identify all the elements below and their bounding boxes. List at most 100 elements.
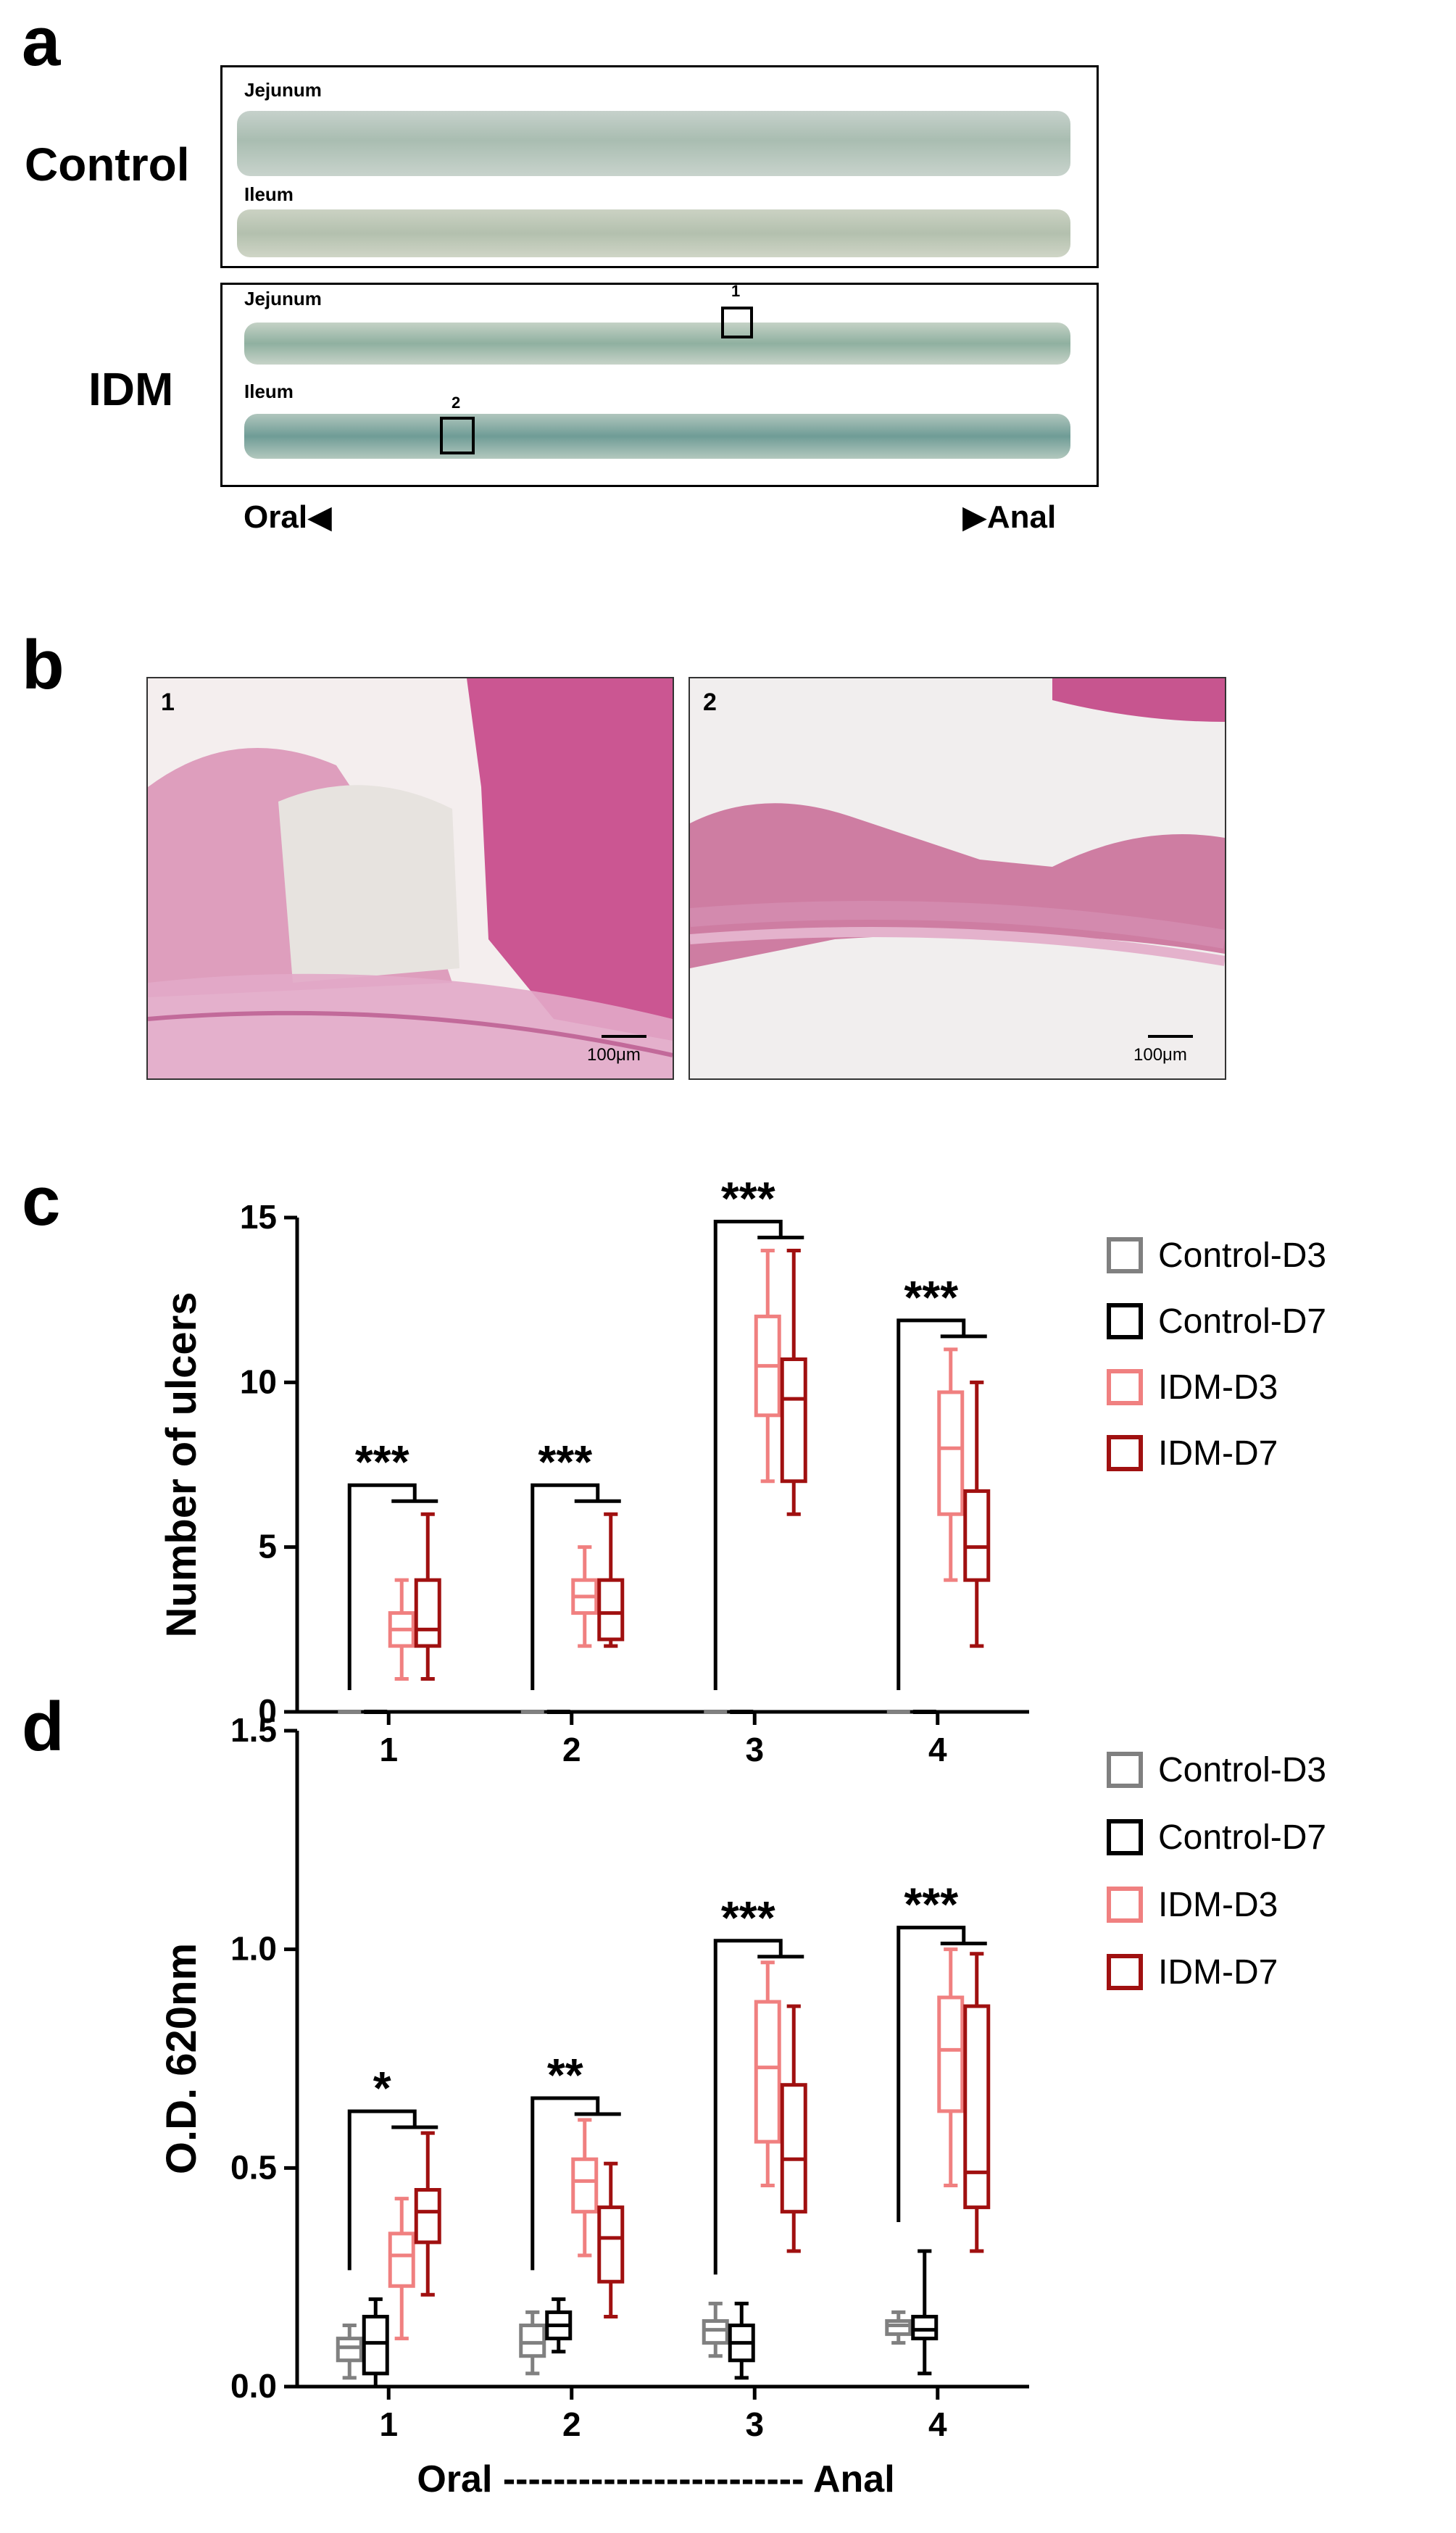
significance-bracket bbox=[531, 2096, 621, 2271]
significance-stars: *** bbox=[355, 1436, 409, 1488]
y-tick-label: 1.5 bbox=[230, 1711, 277, 1749]
y-tick-label: 5 bbox=[258, 1528, 277, 1565]
box-control-d7 bbox=[362, 2314, 389, 2376]
legend-label-idm-d7: IDM-D7 bbox=[1158, 1953, 1278, 1992]
panel-letter-a: a bbox=[22, 3, 61, 80]
zoom-box-1-label: 1 bbox=[731, 282, 741, 300]
legend-swatch-idm-d7 bbox=[1107, 1435, 1143, 1471]
box-idm-d7 bbox=[414, 2188, 441, 2245]
legend-swatch-control-d3 bbox=[1107, 1752, 1143, 1788]
idm-jejunum-tissue bbox=[244, 323, 1070, 365]
legend-swatch-idm-d3 bbox=[1107, 1887, 1143, 1923]
box-idm-d7 bbox=[597, 1578, 625, 1642]
x-tick-label: 2 bbox=[562, 2405, 581, 2443]
box-idm-d3 bbox=[571, 2157, 599, 2214]
od620-chart: 0.0 0.5 1.0 1.5 1 2 3 4 O.D. 620nm Oral ---------… bbox=[158, 1711, 1326, 2500]
idm-jejunum-label: Jejunum bbox=[244, 288, 322, 309]
legend-swatch-idm-d7 bbox=[1107, 1954, 1143, 1990]
box-control-d7 bbox=[911, 2314, 939, 2341]
histology-image-1: 1 100μm bbox=[146, 677, 674, 1080]
panel-letter-c: c bbox=[22, 1162, 61, 1240]
zoom-box-2 bbox=[440, 417, 475, 454]
x-tick-label: 1 bbox=[379, 1731, 398, 1768]
legend-label-idm-d7: IDM-D7 bbox=[1158, 1434, 1278, 1473]
significance-stars: *** bbox=[904, 1879, 958, 1931]
zoom-box-1 bbox=[721, 307, 753, 338]
idm-ileum-tissue bbox=[244, 414, 1070, 459]
box-idm-d7 bbox=[963, 1489, 991, 1582]
anal-label: ▶Anal bbox=[962, 499, 1056, 536]
histology-1-number: 1 bbox=[161, 689, 175, 716]
box-idm-d3 bbox=[937, 1390, 965, 1516]
box-idm-d7 bbox=[780, 2083, 807, 2214]
legend-swatch-idm-d3 bbox=[1107, 1369, 1143, 1405]
idm-ileum-label: Ileum bbox=[244, 380, 294, 402]
significance-bracket bbox=[347, 1483, 438, 1690]
control-intestine-photo: Jejunum Ileum bbox=[220, 65, 1099, 268]
histology-1-drawing bbox=[148, 678, 673, 1078]
group-label-idm: IDM bbox=[88, 363, 174, 415]
significance-stars: *** bbox=[538, 1436, 592, 1488]
scale-bar-2-label: 100μm bbox=[1133, 1045, 1187, 1065]
legend-swatch-control-d3 bbox=[1107, 1237, 1143, 1273]
y-tick-label: 0.5 bbox=[230, 2148, 277, 2186]
scale-bar-1-label: 100μm bbox=[587, 1045, 641, 1065]
x-tick-label: 4 bbox=[928, 2405, 947, 2443]
significance-bracket bbox=[897, 1318, 987, 1690]
significance-stars: *** bbox=[904, 1271, 958, 1323]
box-idm-d3 bbox=[388, 2232, 415, 2288]
legend-label-control-d7: Control-D7 bbox=[1158, 1302, 1326, 1341]
x-tick-label: 2 bbox=[562, 1731, 581, 1768]
scale-bar-1 bbox=[602, 1035, 646, 1038]
significance-bracket bbox=[347, 2109, 438, 2271]
significance-stars: *** bbox=[721, 1172, 775, 1224]
box-idm-d7 bbox=[780, 1357, 807, 1484]
box-idm-d7 bbox=[597, 2205, 625, 2284]
y-axis-title: Number of ulcers bbox=[158, 1292, 205, 1638]
legend-label-control-d3: Control-D3 bbox=[1158, 1751, 1326, 1789]
box-idm-d3 bbox=[754, 2000, 781, 2144]
scale-bar-2 bbox=[1148, 1035, 1193, 1038]
legend-swatch-control-d7 bbox=[1107, 1303, 1143, 1339]
panel-letter-b: b bbox=[22, 626, 65, 704]
box-control-d3 bbox=[885, 2319, 912, 2337]
zoom-box-2-label: 2 bbox=[452, 394, 461, 412]
control-jejunum-label: Jejunum bbox=[244, 79, 322, 101]
legend-swatch-control-d7 bbox=[1107, 1819, 1143, 1855]
box-idm-d7 bbox=[414, 1578, 441, 1648]
box-control-d3 bbox=[519, 2324, 546, 2358]
anal-text: Anal bbox=[986, 499, 1057, 535]
y-tick-label: 0.0 bbox=[230, 2367, 277, 2405]
significance-bracket bbox=[713, 1939, 804, 2275]
group-label-control: Control bbox=[25, 138, 190, 191]
x-tick-label: 3 bbox=[745, 2405, 764, 2443]
legend-label-idm-d3: IDM-D3 bbox=[1158, 1368, 1278, 1407]
right-arrow-icon: ▶ bbox=[962, 499, 987, 535]
significance-stars: *** bbox=[721, 1892, 775, 1944]
legend-label-control-d7: Control-D7 bbox=[1158, 1818, 1326, 1857]
y-axis-title: O.D. 620nm bbox=[158, 1943, 205, 2174]
oral-text: Oral bbox=[244, 499, 308, 535]
histology-2-drawing bbox=[690, 678, 1225, 1078]
y-tick-label: 15 bbox=[240, 1198, 277, 1236]
significance-bracket bbox=[713, 1219, 804, 1690]
left-arrow-icon: ◀ bbox=[307, 499, 332, 535]
significance-stars: ** bbox=[547, 2049, 583, 2101]
panel-letter-d: d bbox=[22, 1688, 65, 1765]
y-tick-label: 10 bbox=[240, 1363, 277, 1400]
y-tick-label: 1.0 bbox=[230, 1930, 277, 1968]
histology-2-number: 2 bbox=[703, 689, 717, 716]
significance-stars: * bbox=[373, 2062, 391, 2114]
legend-label-control-d3: Control-D3 bbox=[1158, 1236, 1326, 1275]
box-idm-d3 bbox=[937, 1995, 965, 2113]
oral-label: Oral◀ bbox=[244, 499, 332, 536]
box-control-d3 bbox=[702, 2319, 729, 2345]
histology-image-2: 2 100μm bbox=[689, 677, 1226, 1080]
significance-bracket bbox=[897, 1926, 987, 2222]
idm-intestine-photo: Jejunum Ileum 1 2 bbox=[220, 282, 1099, 487]
x-axis-title: Oral ------------------------ Anal bbox=[417, 2458, 894, 2500]
y-tick-label: 0 bbox=[258, 1692, 277, 1730]
control-ileum-label: Ileum bbox=[244, 183, 294, 205]
significance-bracket bbox=[531, 1483, 621, 1690]
